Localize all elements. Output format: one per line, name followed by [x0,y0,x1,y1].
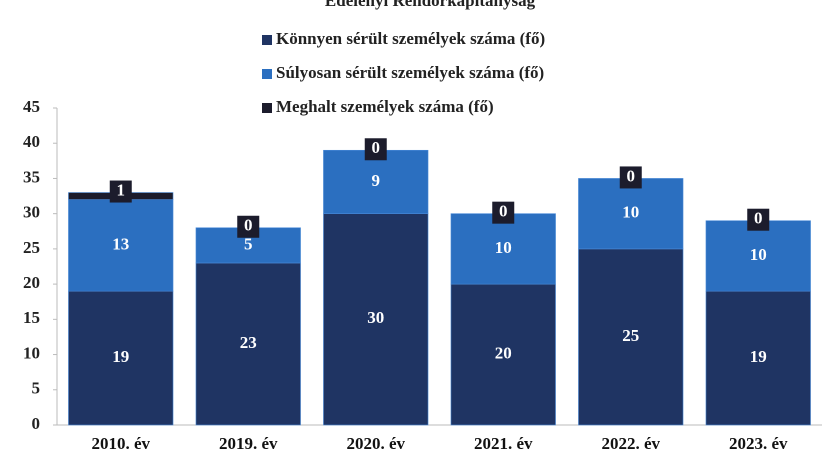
legend-label: Meghalt személyek száma (fő) [276,97,494,116]
y-tick-label: 5 [32,379,41,398]
legend-label: Súlyosan sérült személyek száma (fő) [276,63,544,82]
data-label: 1 [117,180,126,199]
data-label: 0 [372,138,381,157]
y-tick-label: 0 [32,414,41,433]
data-label: 30 [367,308,384,327]
data-label: 19 [750,347,767,366]
y-tick-label: 10 [23,343,40,362]
data-label: 10 [495,238,512,257]
legend-label: Könnyen sérült személyek száma (fő) [276,29,545,48]
data-label: 20 [495,343,512,362]
y-tick-label: 45 [23,97,40,116]
data-label: 0 [627,166,636,185]
data-label: 13 [112,234,129,253]
data-label: 25 [622,326,639,345]
y-tick-label: 25 [23,238,40,257]
data-label: 19 [112,347,129,366]
x-tick-label: 2022. év [601,434,660,453]
y-tick-label: 30 [23,203,40,222]
data-label: 10 [622,203,639,222]
y-tick-label: 40 [23,132,40,151]
x-tick-label: 2010. év [91,434,150,453]
chart-title: Edelényi Rendőrkapitányság [325,0,536,10]
legend-swatch [262,103,272,113]
chart: Edelényi Rendőrkapitányság 0510152025303… [0,0,829,456]
y-tick-label: 20 [23,273,40,292]
data-label: 9 [372,171,381,190]
data-label: 23 [240,333,257,352]
x-tick-label: 2021. év [474,434,533,453]
x-tick-label: 2023. év [729,434,788,453]
data-label: 0 [754,209,763,228]
x-tick-label: 2019. év [219,434,278,453]
y-tick-label: 15 [23,308,40,327]
y-tick-label: 35 [23,167,40,186]
legend-swatch [262,69,272,79]
data-label: 0 [244,216,253,235]
x-tick-label: 2020. év [346,434,405,453]
legend-swatch [262,35,272,45]
data-label: 0 [499,202,508,221]
data-label: 10 [750,245,767,264]
